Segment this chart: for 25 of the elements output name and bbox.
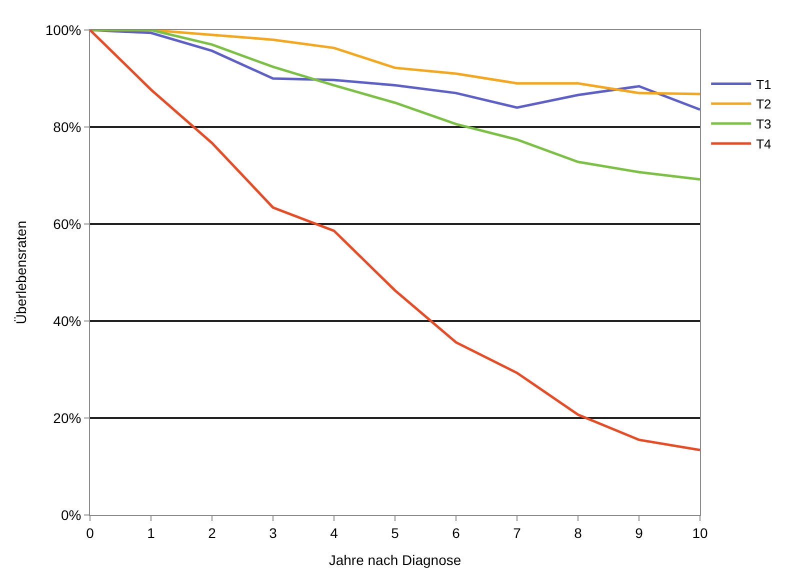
x-tick-label: 10 bbox=[692, 524, 708, 541]
x-tick-label: 9 bbox=[635, 524, 644, 541]
y-axis-title: Überlebensraten bbox=[12, 220, 29, 324]
legend-label: T3 bbox=[756, 116, 772, 132]
y-tick-label: 100% bbox=[45, 22, 82, 38]
legend-label: T1 bbox=[756, 76, 772, 92]
y-tick-label: 0% bbox=[60, 506, 82, 523]
y-tick-label: 80% bbox=[53, 118, 82, 135]
y-tick-label: 60% bbox=[53, 216, 82, 232]
x-tick-label: 0 bbox=[86, 524, 94, 541]
x-tick-label: 1 bbox=[147, 524, 156, 541]
x-tick-label: 6 bbox=[452, 524, 460, 541]
x-axis-title: Jahre nach Diagnose bbox=[328, 552, 462, 568]
legend-label: T4 bbox=[756, 136, 772, 152]
x-tick-label: 7 bbox=[513, 524, 522, 541]
legend-label: T2 bbox=[756, 96, 772, 112]
y-tick-label: 40% bbox=[53, 312, 82, 329]
x-tick-label: 5 bbox=[391, 524, 400, 541]
x-tick-label: 4 bbox=[330, 524, 338, 541]
x-tick-label: 3 bbox=[269, 524, 278, 541]
line-series bbox=[90, 30, 700, 452]
y-tick-label: 20% bbox=[53, 410, 82, 426]
x-tick-label: 8 bbox=[574, 524, 582, 541]
line-series bbox=[90, 30, 700, 181]
x-tick-label: 2 bbox=[208, 524, 216, 541]
